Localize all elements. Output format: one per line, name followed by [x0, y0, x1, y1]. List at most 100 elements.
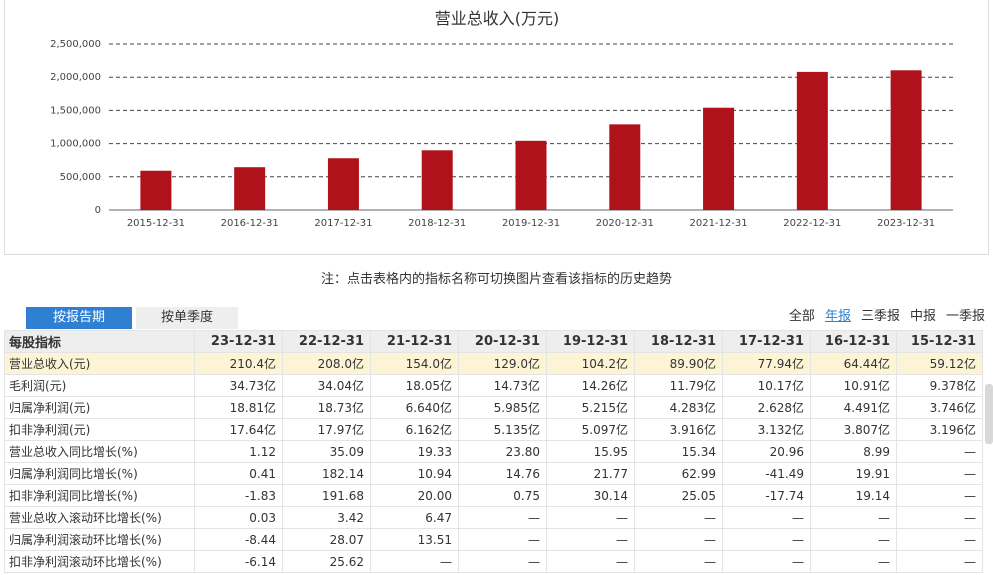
table-row[interactable]: 扣非净利润同比增长(%) -1.83 191.68 20.00 0.75 30.14 25.… — [4, 484, 983, 507]
value-cell: 14.26亿 — [546, 374, 635, 397]
y-tick-label: 500,000 — [60, 172, 101, 183]
value-cell: 34.04亿 — [282, 374, 371, 397]
value-cell: — — [546, 550, 635, 573]
y-tick-label: 0 — [95, 205, 101, 216]
bar-2015-12-31[interactable] — [140, 170, 172, 210]
value-cell: 10.17亿 — [722, 374, 811, 397]
value-cell: 191.68 — [282, 484, 371, 507]
x-tick-label: 2020-12-31 — [596, 218, 654, 229]
x-tick-label: 2023-12-31 — [877, 218, 935, 229]
value-cell: — — [896, 506, 983, 529]
filter-q1-report[interactable]: 一季报 — [945, 309, 985, 324]
table-row[interactable]: 扣非净利润(元) 17.64亿 17.97亿 6.162亿 5.135亿 5.097亿 3.… — [4, 418, 983, 441]
value-cell: 3.916亿 — [634, 418, 723, 441]
filter-q3-report[interactable]: 三季报 — [860, 309, 900, 324]
value-cell: — — [458, 506, 547, 529]
value-cell: 5.135亿 — [458, 418, 547, 441]
bar-2017-12-31[interactable] — [327, 158, 359, 210]
indicator-name-cell[interactable]: 归属净利润滚动环比增长(%) — [4, 528, 195, 551]
value-cell: — — [458, 550, 547, 573]
indicator-name-cell[interactable]: 扣非净利润滚动环比增长(%) — [4, 550, 195, 573]
revenue-chart-panel: 营业总收入(万元) 0 500,000 1,000,000 1,500,000 2,00… — [4, 0, 989, 255]
value-cell: 3.807亿 — [810, 418, 897, 441]
value-cell: 3.132亿 — [722, 418, 811, 441]
bar-2016-12-31[interactable] — [234, 167, 266, 210]
header-cell: 21-12-31 — [370, 330, 459, 353]
value-cell: — — [634, 506, 723, 529]
tab-by-single-quarter[interactable]: 按单季度 — [136, 307, 238, 329]
value-cell: — — [722, 550, 811, 573]
indicator-name-cell[interactable]: 归属净利润(元) — [4, 396, 195, 419]
bar-2020-12-31[interactable] — [609, 124, 641, 210]
bar-2022-12-31[interactable] — [796, 71, 828, 210]
value-cell: 89.90亿 — [634, 352, 723, 375]
value-cell: -8.44 — [194, 528, 283, 551]
table-row[interactable]: 营业总收入(元) 210.4亿 208.0亿 154.0亿 129.0亿 104.2亿 89… — [4, 352, 983, 375]
value-cell: 1.12 — [194, 440, 283, 463]
indicator-name-cell[interactable]: 扣非净利润(元) — [4, 418, 195, 441]
value-cell: 62.99 — [634, 462, 723, 485]
indicator-name-cell[interactable]: 毛利润(元) — [4, 374, 195, 397]
table-row[interactable]: 归属净利润滚动环比增长(%) -8.44 28.07 13.51— — — — — — — [4, 528, 983, 551]
value-cell: — — [810, 528, 897, 551]
value-cell: 4.283亿 — [634, 396, 723, 419]
indicator-name-cell[interactable]: 营业总收入同比增长(%) — [4, 440, 195, 463]
bar-2021-12-31[interactable] — [703, 107, 735, 210]
value-cell: 18.05亿 — [370, 374, 459, 397]
value-cell: 35.09 — [282, 440, 371, 463]
x-tick-label: 2019-12-31 — [502, 218, 560, 229]
table-row[interactable]: 营业总收入同比增长(%) 1.12 35.09 19.33 23.80 15.95 15.3… — [4, 440, 983, 463]
value-cell: 8.99 — [810, 440, 897, 463]
indicator-name-cell[interactable]: 归属净利润同比增长(%) — [4, 462, 195, 485]
value-cell: 13.51 — [370, 528, 459, 551]
value-cell: 10.91亿 — [810, 374, 897, 397]
header-cell: 23-12-31 — [194, 330, 283, 353]
table-row[interactable]: 归属净利润同比增长(%) 0.41 182.14 10.94 14.76 21.77 62.… — [4, 462, 983, 485]
x-tick-label: 2015-12-31 — [127, 218, 185, 229]
indicator-name-cell[interactable]: 扣非净利润同比增长(%) — [4, 484, 195, 507]
value-cell: 30.14 — [546, 484, 635, 507]
value-cell: — — [896, 440, 983, 463]
value-cell: 210.4亿 — [194, 352, 283, 375]
value-cell: 2.628亿 — [722, 396, 811, 419]
bar-2019-12-31[interactable] — [515, 140, 547, 210]
table-row[interactable]: 营业总收入滚动环比增长(%) 0.03 3.42 6.47— — — — — — — [4, 506, 983, 529]
x-tick-label: 2022-12-31 — [783, 218, 841, 229]
value-cell: 5.985亿 — [458, 396, 547, 419]
bar-2018-12-31[interactable] — [421, 150, 453, 210]
filter-half-year-report[interactable]: 中报 — [909, 309, 936, 324]
value-cell: 25.05 — [634, 484, 723, 507]
filter-all[interactable]: 全部 — [788, 309, 815, 324]
value-cell: 5.097亿 — [546, 418, 635, 441]
value-cell: 208.0亿 — [282, 352, 371, 375]
value-cell: 17.64亿 — [194, 418, 283, 441]
bar-2023-12-31[interactable] — [890, 70, 922, 210]
value-cell: — — [634, 528, 723, 551]
table-header-row: 每股指标 23-12-31 22-12-31 21-12-31 20-12-31… — [4, 330, 983, 353]
table-row[interactable]: 扣非净利润滚动环比增长(%) -6.14 25.62— — — — — — — — [4, 550, 983, 573]
value-cell: 0.41 — [194, 462, 283, 485]
value-cell: 19.14 — [810, 484, 897, 507]
value-cell: -6.14 — [194, 550, 283, 573]
value-cell: -17.74 — [722, 484, 811, 507]
value-cell: 21.77 — [546, 462, 635, 485]
filter-annual-report[interactable]: 年报 — [824, 309, 851, 324]
hint-note: 注：点击表格内的指标名称可切换图片查看该指标的历史趋势 — [320, 272, 672, 287]
vertical-scrollbar[interactable] — [985, 384, 993, 444]
value-cell: -1.83 — [194, 484, 283, 507]
value-cell: 34.73亿 — [194, 374, 283, 397]
value-cell: 4.491亿 — [810, 396, 897, 419]
table-row[interactable]: 毛利润(元) 34.73亿 34.04亿 18.05亿 14.73亿 14.26亿 11.7… — [4, 374, 983, 397]
table-row[interactable]: 归属净利润(元) 18.81亿 18.73亿 6.640亿 5.985亿 5.215亿 4.… — [4, 396, 983, 419]
tab-by-report-period[interactable]: 按报告期 — [26, 307, 132, 329]
indicator-name-cell[interactable]: 营业总收入滚动环比增长(%) — [4, 506, 195, 529]
chart-bars — [140, 70, 922, 210]
value-cell: 19.91 — [810, 462, 897, 485]
value-cell: — — [896, 550, 983, 573]
value-cell: 18.73亿 — [282, 396, 371, 419]
value-cell: 0.75 — [458, 484, 547, 507]
indicator-name-cell[interactable]: 营业总收入(元) — [4, 352, 195, 375]
value-cell: 0.03 — [194, 506, 283, 529]
financial-indicators-table: 每股指标 23-12-31 22-12-31 21-12-31 20-12-31… — [4, 330, 983, 573]
chart-title: 营业总收入(万元) — [435, 9, 560, 28]
